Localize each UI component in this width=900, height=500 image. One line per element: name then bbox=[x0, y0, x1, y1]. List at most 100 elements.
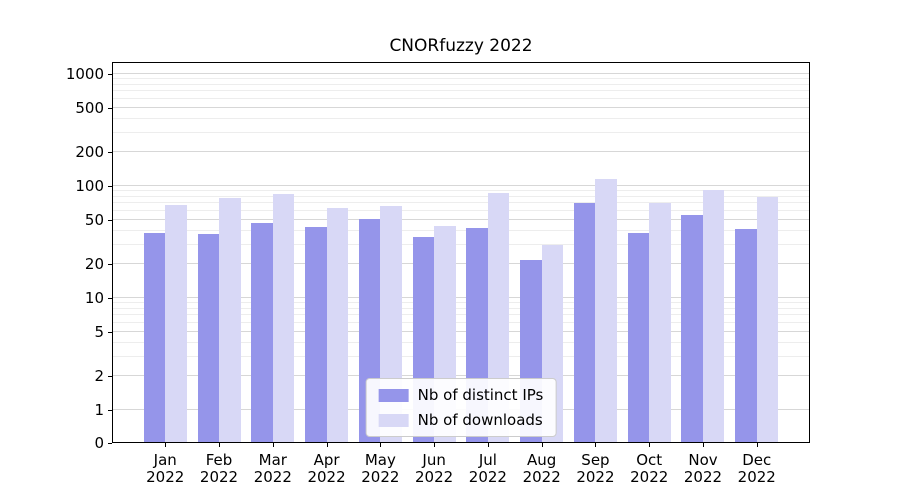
y-tick-mark-1 bbox=[108, 410, 112, 411]
bar-distinct-ips-apr bbox=[305, 227, 327, 443]
legend-swatch-distinct-ips bbox=[378, 388, 409, 402]
x-tick-label-year: 2022 bbox=[683, 468, 723, 486]
x-tick-label-year: 2022 bbox=[361, 468, 400, 486]
gridline-minor-70 bbox=[112, 202, 810, 204]
y-tick-label-100: 100 bbox=[75, 177, 104, 195]
gridline-minor-700 bbox=[112, 90, 810, 92]
bar-distinct-ips-jan bbox=[143, 233, 166, 443]
bar-downloads-apr bbox=[326, 207, 349, 443]
x-tick-mark-jul bbox=[487, 443, 489, 447]
bar-downloads-nov bbox=[702, 190, 725, 443]
x-tick-label-sep: Sep 2022 bbox=[563, 452, 627, 486]
bar-downloads-mar bbox=[272, 193, 295, 443]
gridline-minor-80 bbox=[112, 195, 810, 197]
y-tick-label-500: 500 bbox=[75, 98, 104, 117]
x-tick-label-year: 2022 bbox=[576, 468, 615, 486]
gridline-10 bbox=[112, 297, 810, 298]
x-tick-label-year: 2022 bbox=[737, 468, 776, 486]
y-tick-mark-20 bbox=[108, 264, 112, 266]
bar-downloads-jan bbox=[165, 204, 187, 443]
gridline-200 bbox=[112, 151, 810, 153]
x-tick-label-year: 2022 bbox=[307, 468, 346, 486]
y-tick-mark-1000 bbox=[108, 74, 112, 75]
x-tick-label-month: Aug bbox=[527, 451, 557, 469]
y-tick-label-2: 2 bbox=[94, 367, 104, 386]
bar-distinct-ips-oct bbox=[627, 233, 650, 443]
x-tick-label-month: Jul bbox=[478, 451, 497, 469]
x-tick-label-may: May 2022 bbox=[348, 452, 412, 486]
legend-label-distinct-ips: Nb of distinct IPs bbox=[417, 386, 544, 404]
gridline-5 bbox=[112, 330, 810, 332]
bar-downloads-dec bbox=[756, 196, 779, 443]
x-tick-label-oct: Oct 2022 bbox=[617, 452, 681, 486]
y-tick-mark-50 bbox=[108, 219, 112, 221]
gridline-minor-60 bbox=[112, 209, 810, 211]
x-tick-mark-oct bbox=[649, 443, 651, 447]
y-tick-label-200: 200 bbox=[75, 143, 104, 162]
gridline-minor-30 bbox=[112, 243, 810, 245]
y-tick-label-1: 1 bbox=[94, 401, 104, 419]
y-tick-label-1000: 1000 bbox=[65, 65, 104, 83]
gridline-minor-90 bbox=[112, 190, 810, 192]
x-tick-label-month: Jan bbox=[153, 451, 177, 469]
gridline-minor-40 bbox=[112, 229, 810, 231]
gridline-minor-9 bbox=[112, 302, 810, 304]
x-tick-label-month: Feb bbox=[205, 451, 233, 469]
x-tick-label-dec: Dec 2022 bbox=[725, 452, 789, 486]
x-tick-label-year: 2022 bbox=[468, 468, 507, 486]
x-tick-label-feb: Feb 2022 bbox=[187, 452, 251, 486]
y-tick-label-0: 0 bbox=[94, 434, 104, 452]
gridline-minor-300 bbox=[112, 131, 810, 133]
x-tick-label-month: Jun bbox=[422, 451, 446, 469]
bar-downloads-feb bbox=[219, 198, 241, 443]
x-tick-label-jan: Jan 2022 bbox=[133, 452, 197, 486]
gridline-2 bbox=[112, 375, 810, 377]
bar-distinct-ips-feb bbox=[197, 234, 219, 443]
x-tick-label-apr: Apr 2022 bbox=[295, 452, 359, 486]
y-tick-mark-100 bbox=[108, 186, 112, 187]
legend: Nb of distinct IPs Nb of downloads bbox=[365, 378, 557, 437]
gridline-minor-400 bbox=[112, 117, 810, 119]
gridline-minor-800 bbox=[112, 83, 810, 85]
x-tick-mark-feb bbox=[219, 443, 220, 447]
gridline-minor-3 bbox=[112, 355, 810, 357]
y-tick-label-50: 50 bbox=[84, 210, 104, 229]
x-tick-mark-apr bbox=[326, 443, 328, 447]
x-tick-label-month: May bbox=[364, 451, 396, 469]
x-tick-label-year: 2022 bbox=[522, 468, 561, 486]
gridline-minor-7 bbox=[112, 314, 810, 316]
bar-distinct-ips-sep bbox=[573, 203, 596, 443]
gridline-20 bbox=[112, 263, 810, 265]
bar-distinct-ips-mar bbox=[251, 222, 273, 443]
x-tick-label-year: 2022 bbox=[415, 468, 454, 486]
x-tick-mark-aug bbox=[541, 443, 543, 447]
x-tick-label-year: 2022 bbox=[630, 468, 669, 486]
y-tick-mark-500 bbox=[108, 107, 112, 109]
legend-item-downloads: Nb of downloads bbox=[378, 411, 544, 429]
x-tick-label-year: 2022 bbox=[146, 468, 185, 486]
y-tick-mark-10 bbox=[108, 298, 112, 299]
plot-area: Nb of distinct IPs Nb of downloads bbox=[112, 62, 810, 443]
y-tick-label-10: 10 bbox=[84, 289, 104, 307]
x-tick-label-month: Dec bbox=[742, 451, 772, 469]
x-tick-mark-jan bbox=[165, 443, 167, 447]
x-tick-label-month: Nov bbox=[688, 451, 718, 469]
chart-title: CNORfuzzy 2022 bbox=[389, 36, 533, 56]
x-tick-label-nov: Nov 2022 bbox=[671, 452, 735, 486]
x-tick-label-mar: Mar 2022 bbox=[241, 452, 305, 486]
gridline-500 bbox=[112, 106, 810, 108]
gridline-100 bbox=[112, 185, 810, 186]
x-tick-mark-may bbox=[380, 443, 382, 447]
x-tick-label-month: Mar bbox=[258, 451, 287, 469]
legend-swatch-downloads bbox=[378, 413, 409, 427]
x-tick-label-year: 2022 bbox=[199, 468, 239, 486]
x-tick-label-month: Oct bbox=[636, 451, 663, 469]
x-tick-mark-dec bbox=[756, 443, 758, 447]
bar-distinct-ips-dec bbox=[735, 229, 757, 443]
x-tick-mark-nov bbox=[702, 443, 704, 447]
y-tick-mark-200 bbox=[108, 152, 112, 154]
gridline-minor-900 bbox=[112, 78, 810, 80]
x-tick-mark-mar bbox=[272, 443, 274, 447]
gridline-minor-6 bbox=[112, 321, 810, 323]
